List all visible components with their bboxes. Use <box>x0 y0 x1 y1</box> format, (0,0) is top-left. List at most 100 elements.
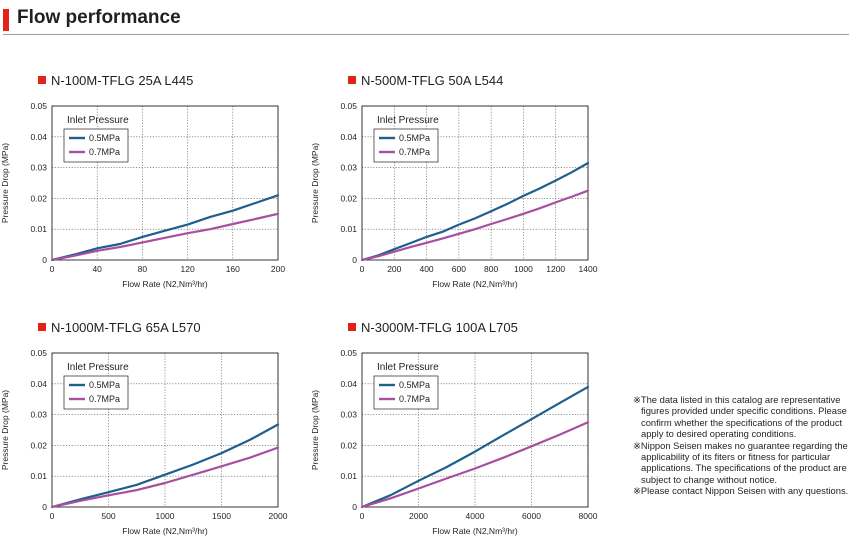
y-tick-label: 0.01 <box>340 224 357 234</box>
x-tick-label: 800 <box>484 264 498 274</box>
x-tick-label: 0 <box>360 511 365 521</box>
x-tick-label: 120 <box>181 264 195 274</box>
y-axis-title: Pressure Drop (MPa) <box>0 143 10 223</box>
y-tick-label: 0.02 <box>30 440 47 450</box>
y-tick-label: 0.03 <box>340 410 357 420</box>
y-tick-label: 0.03 <box>30 163 47 173</box>
header-accent-bar <box>3 9 9 31</box>
x-tick-label: 600 <box>452 264 466 274</box>
plot-frame <box>361 352 589 508</box>
chart-panel-3: N-1000M-TFLG 65A L570 0 0.01 0.02 0.03 0.04 0.… <box>0 320 298 540</box>
y-tick-label: 0.04 <box>340 379 357 389</box>
series-line-secondary <box>360 421 590 509</box>
y-tick-label: 0.04 <box>340 132 357 142</box>
y-tick-label: 0.03 <box>30 410 47 420</box>
x-tick-label: 40 <box>92 264 102 274</box>
x-tick-label: 0 <box>50 264 55 274</box>
x-tick-label: 80 <box>138 264 148 274</box>
y-tick-label: 0.05 <box>340 348 357 358</box>
x-tick-label: 8000 <box>579 511 598 521</box>
legend-label: 0.5MPa <box>89 380 120 390</box>
plot-frame <box>51 105 279 261</box>
legend-label: 0.7MPa <box>89 147 120 157</box>
x-tick-label: 0 <box>50 511 55 521</box>
legend-title: Inlet Pressure <box>377 115 439 126</box>
x-axis-title: Flow Rate (N2,Nm³/hr) <box>122 279 208 289</box>
y-tick-label: 0.01 <box>30 224 47 234</box>
legend-box <box>373 128 439 163</box>
chart-title-text: N-3000M-TFLG 100A L705 <box>361 320 518 335</box>
y-axis-title: Pressure Drop (MPa) <box>310 390 320 470</box>
chart-panel-1: N-100M-TFLG 25A L445 0 0.01 0.02 0.03 0.04 0.0… <box>0 73 298 293</box>
x-tick-label: 2000 <box>409 511 428 521</box>
page-title: Flow performance <box>17 7 181 28</box>
x-tick-label: 200 <box>387 264 401 274</box>
y-axis-title: Pressure Drop (MPa) <box>0 390 10 470</box>
x-tick-label: 6000 <box>522 511 541 521</box>
chart-panel-4: N-3000M-TFLG 100A L705 0 0.01 0.02 0.03 0.04 0… <box>310 320 608 540</box>
x-tick-label: 4000 <box>466 511 485 521</box>
chart-title-text: N-100M-TFLG 25A L445 <box>51 73 194 88</box>
x-tick-label: 1000 <box>156 511 175 521</box>
note-item: ※The data listed in this catalog are rep… <box>633 394 847 440</box>
y-tick-label: 0.02 <box>340 193 357 203</box>
y-tick-label: 0.02 <box>30 193 47 203</box>
x-tick-label: 2000 <box>269 511 288 521</box>
y-tick-label: 0.01 <box>340 471 357 481</box>
title-marker-icon <box>348 323 356 331</box>
legend-box <box>63 375 129 410</box>
y-tick-label: 0.01 <box>30 471 47 481</box>
plot-frame <box>51 352 279 508</box>
x-tick-label: 400 <box>419 264 433 274</box>
chart-title: N-100M-TFLG 25A L445 <box>38 73 193 88</box>
y-tick-label: 0.03 <box>340 163 357 173</box>
x-tick-label: 1500 <box>212 511 231 521</box>
x-tick-label: 160 <box>226 264 240 274</box>
series-line-secondary <box>50 212 280 262</box>
legend-label: 0.7MPa <box>399 394 430 404</box>
note-item: ※Please contact Nippon Seisen with any q… <box>633 485 849 497</box>
y-tick-label: 0 <box>42 502 47 512</box>
chart-svg: 0 0.01 0.02 0.03 0.04 0.05 0 40 80 120 160 200 Flow … <box>0 101 285 289</box>
y-tick-label: 0.02 <box>340 440 357 450</box>
chart-panel-2: N-500M-TFLG 50A L544 0 0.01 0.02 0.03 0.04 0.0… <box>310 73 608 293</box>
x-tick-label: 1000 <box>514 264 533 274</box>
chart-title-text: N-500M-TFLG 50A L544 <box>361 73 504 88</box>
chart-svg: 0 0.01 0.02 0.03 0.04 0.05 0 500 1000 1500 2000 Flo… <box>0 348 288 536</box>
y-tick-label: 0.04 <box>30 379 47 389</box>
title-marker-icon <box>38 323 46 331</box>
legend-title: Inlet Pressure <box>377 362 439 373</box>
y-axis-title: Pressure Drop (MPa) <box>310 143 320 223</box>
x-axis-title: Flow Rate (N2,Nm³/hr) <box>432 279 518 289</box>
series-line-primary <box>50 423 280 509</box>
series-line-secondary <box>50 446 280 509</box>
chart-title: N-3000M-TFLG 100A L705 <box>348 320 518 335</box>
legend-label: 0.5MPa <box>399 133 430 143</box>
x-axis-title: Flow Rate (N2,Nm³/hr) <box>432 526 518 536</box>
x-tick-label: 500 <box>101 511 115 521</box>
legend-label: 0.7MPa <box>89 394 120 404</box>
y-tick-label: 0 <box>352 502 357 512</box>
legend-label: 0.5MPa <box>89 133 120 143</box>
x-tick-label: 200 <box>271 264 285 274</box>
header-divider <box>3 34 849 35</box>
y-tick-label: 0.05 <box>340 101 357 111</box>
y-tick-label: 0.05 <box>30 348 47 358</box>
page-header: Flow performance <box>0 0 856 38</box>
legend-title: Inlet Pressure <box>67 115 129 126</box>
y-tick-label: 0 <box>352 255 357 265</box>
x-tick-label: 1400 <box>579 264 598 274</box>
y-tick-label: 0.05 <box>30 101 47 111</box>
chart-title: N-500M-TFLG 50A L544 <box>348 73 503 88</box>
chart-title-text: N-1000M-TFLG 65A L570 <box>51 320 201 335</box>
note-item: ※Nippon Seisen makes no guarantee regard… <box>633 439 848 485</box>
chart-title: N-1000M-TFLG 65A L570 <box>38 320 201 335</box>
x-tick-label: 0 <box>360 264 365 274</box>
chart-svg: 0 0.01 0.02 0.03 0.04 0.05 0 200 400 600 800 1000 12… <box>310 101 598 289</box>
disclaimer-notes: ※The data listed in this catalog are rep… <box>633 394 851 497</box>
y-tick-label: 0 <box>42 255 47 265</box>
legend-box <box>63 128 129 163</box>
title-marker-icon <box>348 76 356 84</box>
series-line-primary <box>360 385 590 509</box>
series-line-secondary <box>360 189 590 262</box>
